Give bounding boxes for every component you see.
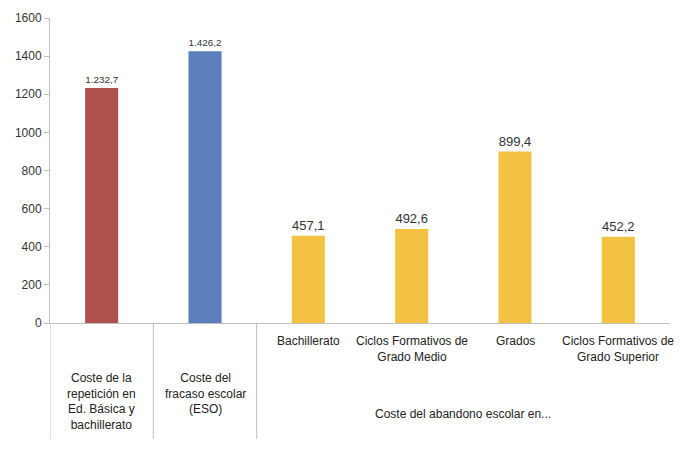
svg-text:1000: 1000 bbox=[15, 126, 42, 140]
svg-text:800: 800 bbox=[22, 164, 42, 178]
svg-text:452,2: 452,2 bbox=[602, 219, 635, 234]
svg-text:Bachillerato: Bachillerato bbox=[277, 334, 340, 348]
svg-text:Coste de larepetición enEd. Bá: Coste de larepetición enEd. Básica ybach… bbox=[67, 371, 136, 432]
svg-text:200: 200 bbox=[22, 278, 42, 292]
svg-text:457,1: 457,1 bbox=[292, 218, 325, 233]
svg-text:Ciclos Formativos deGrado Supe: Ciclos Formativos deGrado Superior bbox=[562, 334, 674, 364]
svg-text:Ciclos Formativos deGrado Medi: Ciclos Formativos deGrado Medio bbox=[356, 334, 468, 364]
svg-text:1400: 1400 bbox=[15, 49, 42, 63]
svg-text:Coste del abandono escolar en.: Coste del abandono escolar en... bbox=[375, 407, 551, 421]
svg-text:0: 0 bbox=[35, 316, 42, 330]
svg-text:600: 600 bbox=[22, 202, 42, 216]
svg-text:Grados: Grados bbox=[496, 334, 535, 348]
svg-text:492,6: 492,6 bbox=[395, 211, 428, 226]
svg-text:1.232,7: 1.232,7 bbox=[85, 74, 119, 85]
svg-text:1.426,2: 1.426,2 bbox=[189, 37, 222, 48]
svg-text:899,4: 899,4 bbox=[499, 134, 532, 149]
svg-text:Coste delfracaso escolar(ESO): Coste delfracaso escolar(ESO) bbox=[165, 371, 246, 416]
svg-text:1600: 1600 bbox=[15, 11, 42, 25]
svg-text:1200: 1200 bbox=[15, 87, 42, 101]
svg-text:400: 400 bbox=[22, 240, 42, 254]
